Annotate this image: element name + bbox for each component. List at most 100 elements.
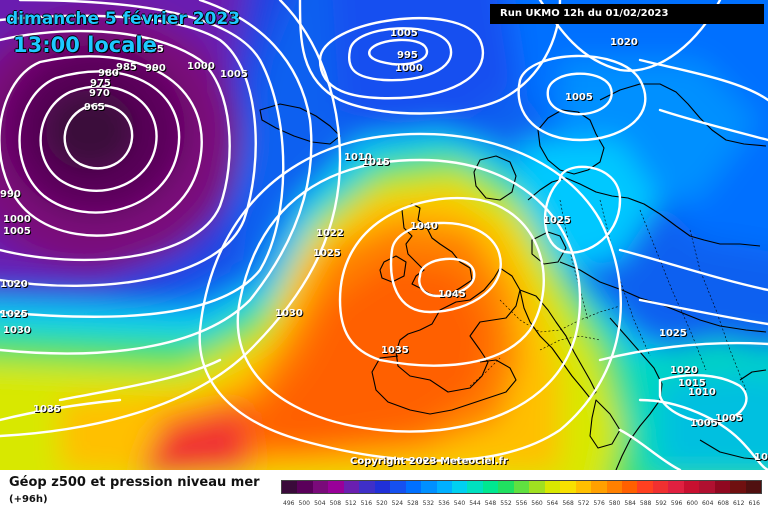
isobar-label: 1005 bbox=[690, 418, 718, 429]
copyright-notice: Copyright 2023 Meteociel.fr bbox=[350, 456, 508, 467]
scale-swatch bbox=[714, 481, 731, 493]
isobar-label: 1020 bbox=[610, 37, 638, 48]
scale-tick-label: 592 bbox=[655, 500, 667, 507]
isobar-label: 1025 bbox=[0, 309, 28, 320]
isobar-label: 1022 bbox=[316, 228, 344, 239]
scale-swatch bbox=[498, 481, 514, 493]
isobar-label: 1010 bbox=[688, 387, 716, 398]
isobar-label: 985 bbox=[116, 62, 137, 73]
scale-tick-label: 548 bbox=[484, 500, 497, 507]
scale-tick-label: 516 bbox=[360, 500, 373, 507]
scale-tick-label: 564 bbox=[546, 500, 559, 507]
legend-subtitle: (+96h) bbox=[9, 494, 48, 505]
scale-swatch bbox=[699, 481, 715, 493]
isobars bbox=[0, 0, 768, 470]
scale-swatch bbox=[359, 481, 375, 493]
isobar-label: 1000 bbox=[3, 214, 31, 225]
coastlines bbox=[259, 83, 767, 470]
isobar-label: 1010 bbox=[344, 152, 372, 163]
isobar-label: 1020 bbox=[670, 365, 698, 376]
scale-swatch bbox=[606, 481, 622, 493]
isobar-label: 1040 bbox=[410, 221, 438, 232]
scale-tick-label: 520 bbox=[376, 500, 388, 507]
isobar-label: 1025 bbox=[313, 248, 341, 259]
isobar-label: 1000 bbox=[395, 63, 423, 74]
scale-swatch bbox=[451, 481, 468, 493]
scale-tick-label: 608 bbox=[717, 500, 729, 507]
scale-tick-label: 604 bbox=[701, 500, 714, 507]
isobar-label: 1005 bbox=[390, 28, 418, 39]
scale-tick-label: 508 bbox=[329, 500, 342, 507]
scale-swatch bbox=[297, 481, 313, 493]
scale-tick-label: 500 bbox=[298, 500, 310, 507]
isobar-label: 1020 bbox=[0, 279, 28, 290]
scale-swatch bbox=[312, 481, 329, 493]
scale-swatch bbox=[730, 481, 746, 493]
forecast-date: dimanche 5 février 2023 bbox=[6, 9, 241, 29]
isobar-label: 1005 bbox=[220, 69, 248, 80]
isobar-label: 995 bbox=[397, 50, 418, 61]
scale-tick-label: 512 bbox=[345, 500, 357, 507]
isobar-label: 995 bbox=[143, 44, 164, 55]
isobar-label: 970 bbox=[89, 88, 110, 99]
scale-swatch bbox=[529, 481, 545, 493]
isobar-label: 980 bbox=[98, 68, 119, 79]
scale-swatch bbox=[421, 481, 437, 493]
scale-swatch bbox=[513, 481, 530, 493]
scale-tick-label: 584 bbox=[624, 500, 636, 507]
isobar-label: 1045 bbox=[438, 289, 466, 300]
scale-tick-label: 596 bbox=[670, 500, 683, 507]
isobar-label: 1015 bbox=[362, 157, 390, 168]
scale-swatch bbox=[467, 481, 483, 493]
scale-tick-label: 568 bbox=[562, 500, 574, 507]
isobar-label: 1000 bbox=[187, 61, 215, 72]
scale-tick-label: 580 bbox=[608, 500, 621, 507]
scale-tick-label: 536 bbox=[438, 500, 450, 507]
isobar-label: 1030 bbox=[3, 325, 31, 336]
color-scale-bar bbox=[281, 480, 762, 494]
scale-swatch bbox=[482, 481, 499, 493]
model-run-label: Run UKMO 12h du 01/02/2023 bbox=[490, 4, 764, 24]
scale-swatch bbox=[637, 481, 653, 493]
scale-tick-label: 600 bbox=[686, 500, 698, 507]
scale-swatch bbox=[652, 481, 669, 493]
isobar-label: 990 bbox=[145, 63, 166, 74]
isobar-label: 1035 bbox=[381, 345, 409, 356]
forecast-time: 13:00 locale bbox=[13, 33, 157, 57]
scale-tick-label: 504 bbox=[314, 500, 326, 507]
isobar-label: 1005 bbox=[3, 226, 31, 237]
isobar-label: 1005 bbox=[565, 92, 593, 103]
isobar-label: 965 bbox=[84, 102, 105, 113]
color-scale-labels: 496 500 504 508 512 516 520 524 528 532 536 540 544 5… bbox=[281, 500, 762, 510]
scale-tick-label: 528 bbox=[407, 500, 419, 507]
scale-tick-label: 552 bbox=[500, 500, 512, 507]
scale-tick-label: 556 bbox=[515, 500, 528, 507]
scale-tick-label: 612 bbox=[732, 500, 745, 507]
scale-swatch bbox=[390, 481, 406, 493]
scale-tick-label: 532 bbox=[422, 500, 435, 507]
scale-swatch bbox=[436, 481, 452, 493]
scale-tick-label: 572 bbox=[577, 500, 590, 507]
scale-tick-label: 588 bbox=[639, 500, 652, 507]
scale-tick-label: 576 bbox=[593, 500, 605, 507]
legend-title: Géop z500 et pression niveau mer bbox=[9, 475, 260, 490]
scale-swatch bbox=[668, 481, 684, 493]
scale-swatch bbox=[591, 481, 607, 493]
scale-tick-label: 616 bbox=[748, 500, 760, 507]
scale-swatch bbox=[282, 481, 298, 493]
scale-swatch bbox=[405, 481, 422, 493]
isobar-label: 1030 bbox=[275, 308, 303, 319]
isobar-label: 990 bbox=[0, 189, 21, 200]
scale-swatch bbox=[328, 481, 344, 493]
scale-swatch bbox=[374, 481, 391, 493]
scale-tick-label: 544 bbox=[469, 500, 481, 507]
scale-swatch bbox=[621, 481, 638, 493]
isobar-label: 1005 bbox=[715, 413, 743, 424]
borders bbox=[469, 199, 747, 391]
scale-swatch bbox=[544, 481, 561, 493]
isobar-label: 1015 bbox=[678, 378, 706, 389]
isobar-label: 1025 bbox=[659, 328, 687, 339]
scale-swatch bbox=[560, 481, 576, 493]
scale-swatch bbox=[745, 481, 762, 493]
